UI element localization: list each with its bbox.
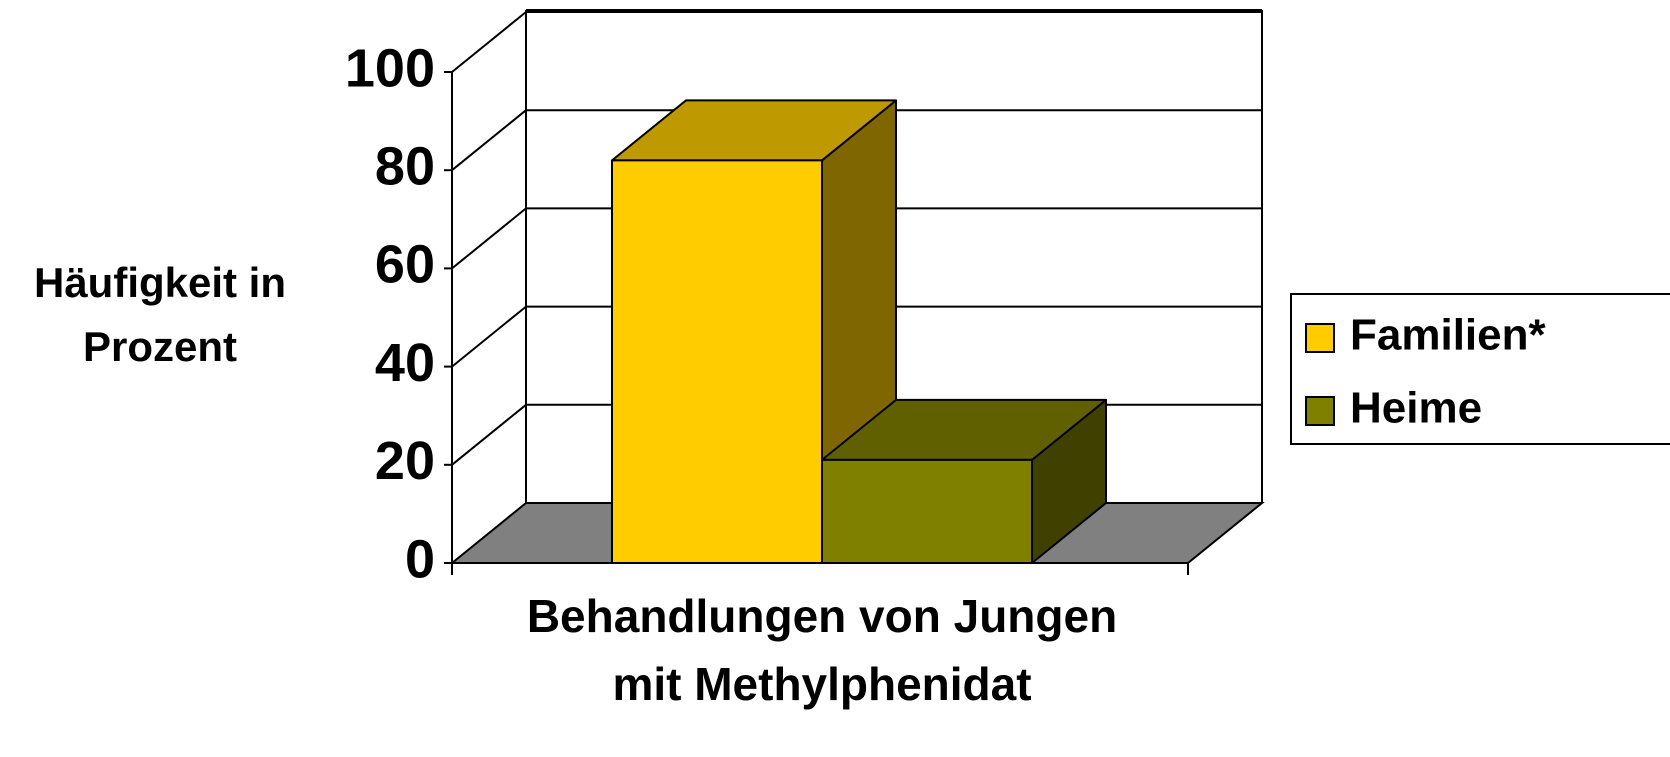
y-tick-label: 100 (345, 38, 435, 98)
y-tick-label: 40 (375, 333, 435, 393)
bar (821, 458, 1033, 565)
y-tick-label: 20 (375, 431, 435, 491)
y-axis-title: Prozent (83, 323, 237, 370)
legend-swatch (1305, 323, 1335, 353)
x-axis-title: Behandlungen von Jungen (527, 590, 1117, 642)
grid-line (451, 109, 527, 171)
legend (1290, 293, 1670, 445)
y-axis-title: Häufigkeit in (34, 259, 286, 306)
y-tick-label: 60 (375, 235, 435, 295)
x-axis-title: mit Methylphenidat (612, 658, 1031, 710)
grid-line (451, 207, 527, 270)
legend-label: Familien* (1350, 311, 1546, 360)
bar (611, 159, 823, 564)
grid-line (451, 305, 527, 368)
legend-swatch (1305, 396, 1335, 426)
legend-label: Heime (1350, 384, 1482, 433)
y-tick-label: 80 (375, 136, 435, 196)
grid-line (451, 404, 527, 466)
grid-line (451, 11, 527, 73)
y-tick-label: 0 (405, 529, 435, 589)
